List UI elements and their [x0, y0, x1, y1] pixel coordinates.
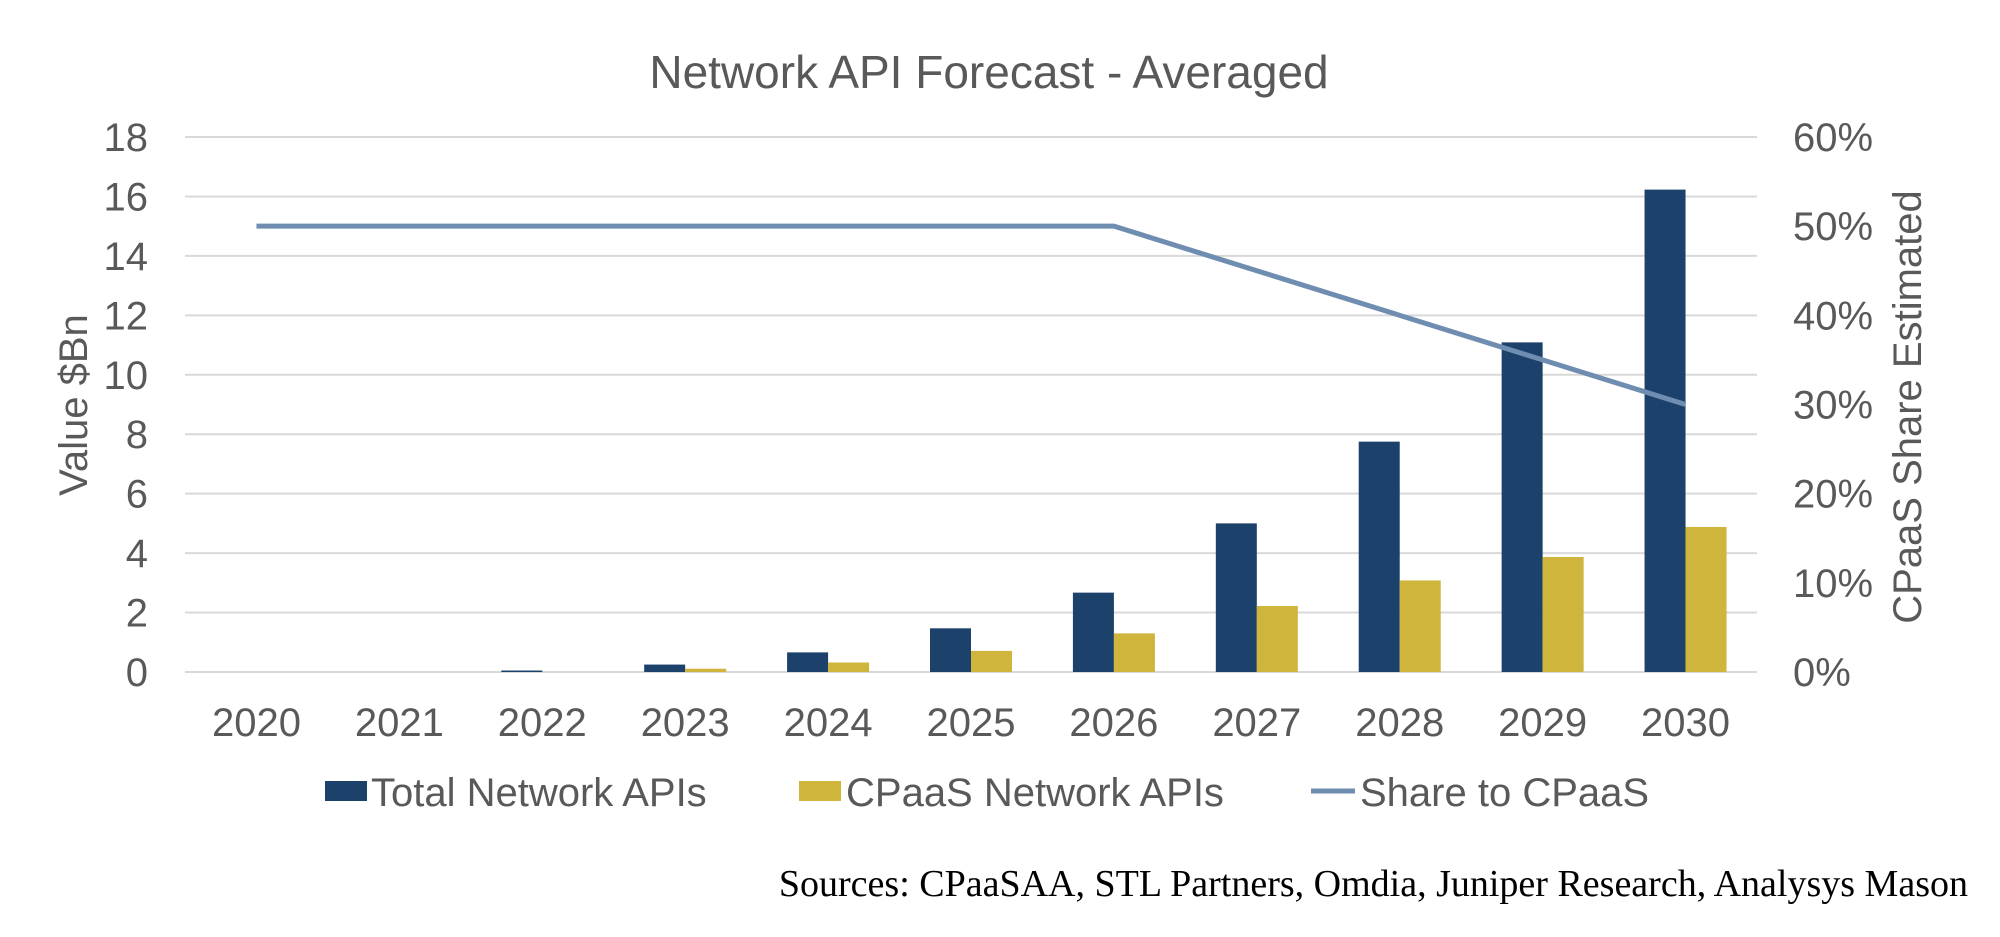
y-axis-title: Value $Bn [52, 314, 96, 496]
bar-total-network-apis [1072, 592, 1114, 672]
bar-total-network-apis [1215, 523, 1257, 672]
x-tick-label: 2022 [498, 701, 587, 745]
x-tick-label: 2030 [1641, 701, 1730, 745]
legend-item-total[interactable]: Total Network APIs [325, 771, 707, 815]
legend: Total Network APIs CPaaS Network APIs Sh… [325, 771, 1649, 815]
bar-cpaas-network-apis [685, 668, 727, 672]
legend-item-share[interactable]: Share to CPaaS [1311, 771, 1649, 815]
bar-cpaas-network-apis [1399, 580, 1441, 672]
bar-cpaas-network-apis [1256, 606, 1298, 672]
y2-axis-ticks: 0% 10% 20% 30% 40% 50% 60% [1793, 116, 1873, 695]
bar-cpaas-network-apis [828, 662, 870, 672]
x-tick-label: 2024 [784, 701, 873, 745]
y2-tick-label: 20% [1793, 473, 1873, 517]
y2-tick-label: 10% [1793, 562, 1873, 606]
x-tick-label: 2021 [355, 701, 444, 745]
bar-total-network-apis [1358, 441, 1400, 672]
y-tick-label: 2 [126, 592, 148, 636]
y-tick-label: 6 [126, 473, 148, 517]
x-tick-label: 2020 [212, 701, 301, 745]
x-axis-ticks: 2020 2021 2022 2023 2024 2025 2026 2027 2028 2029… [212, 701, 1730, 745]
bar-cpaas-network-apis [1685, 526, 1727, 672]
y-tick-label: 14 [104, 235, 149, 279]
bar-total-network-apis [501, 670, 543, 673]
sources-note: Sources: CPaaSAA, STL Partners, Omdia, J… [779, 863, 1968, 905]
y-tick-label: 4 [126, 532, 148, 576]
share-to-cpaas-line [256, 223, 1687, 407]
legend-swatch-total [325, 781, 367, 801]
bars [501, 189, 1727, 673]
bar-total-network-apis [1644, 189, 1686, 672]
bar-cpaas-network-apis [1113, 633, 1155, 672]
y-tick-label: 10 [104, 354, 149, 398]
y2-tick-label: 60% [1793, 116, 1873, 160]
x-tick-label: 2023 [641, 701, 730, 745]
y-tick-label: 16 [104, 175, 149, 219]
x-tick-label: 2028 [1355, 701, 1444, 745]
bar-total-network-apis [930, 628, 971, 672]
legend-item-cpaas[interactable]: CPaaS Network APIs [799, 771, 1224, 815]
y-axis-ticks: 0 2 4 6 8 10 12 14 16 18 [104, 116, 149, 695]
bar-cpaas-network-apis [1542, 556, 1584, 672]
bar-total-network-apis [787, 652, 829, 672]
y-tick-label: 18 [104, 116, 149, 160]
y-tick-label: 12 [104, 294, 149, 338]
bar-total-network-apis [1501, 342, 1543, 672]
chart-title: Network API Forecast - Averaged [649, 46, 1328, 98]
bar-total-network-apis [644, 664, 686, 672]
y2-tick-label: 50% [1793, 205, 1873, 249]
bar-cpaas-network-apis [971, 650, 1012, 672]
y2-tick-label: 40% [1793, 294, 1873, 338]
share-line-group [256, 223, 1687, 407]
legend-label-cpaas: CPaaS Network APIs [846, 771, 1224, 815]
legend-label-share: Share to CPaaS [1360, 771, 1649, 815]
x-tick-label: 2025 [927, 701, 1016, 745]
legend-label-total: Total Network APIs [371, 771, 707, 815]
x-tick-label: 2026 [1069, 701, 1158, 745]
y2-tick-label: 30% [1793, 384, 1873, 428]
y-tick-label: 8 [126, 413, 148, 457]
y-tick-label: 0 [126, 651, 148, 695]
y2-axis-title: CPaaS Share Estimated [1886, 190, 1930, 624]
x-tick-label: 2029 [1498, 701, 1587, 745]
x-tick-label: 2027 [1212, 701, 1301, 745]
legend-swatch-cpaas [799, 781, 841, 801]
gridlines [185, 136, 1757, 673]
y2-tick-label: 0% [1793, 651, 1851, 695]
